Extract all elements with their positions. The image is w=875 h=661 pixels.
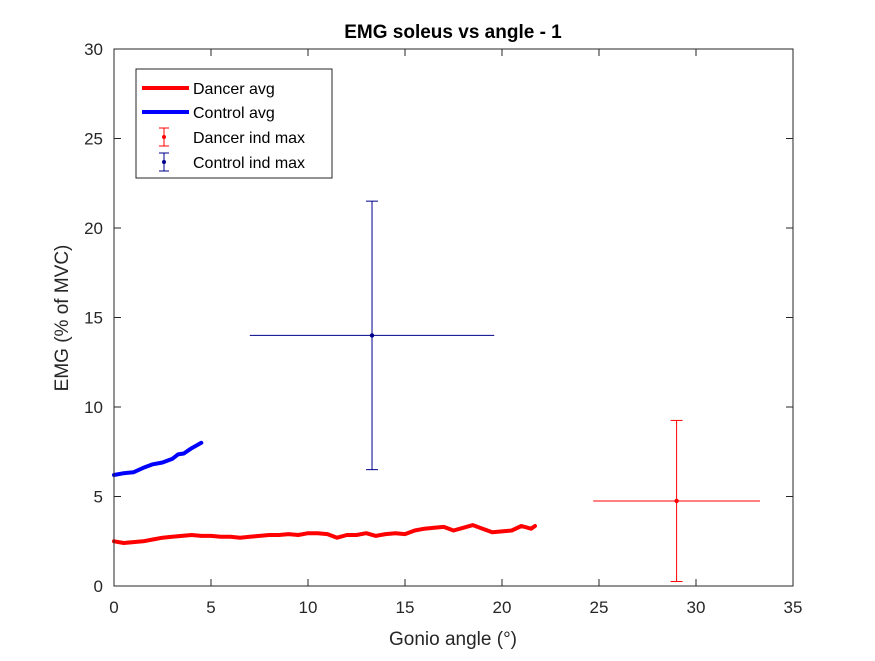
- chart-title: EMG soleus vs angle - 1: [344, 22, 562, 43]
- data-point: [674, 498, 679, 504]
- errorbar-marker: [249, 200, 495, 471]
- y-tick-label: 30: [84, 40, 103, 59]
- x-tick-label: 35: [784, 598, 803, 617]
- legend-label: Control ind max: [193, 155, 305, 172]
- legend-label: Dancer ind max: [193, 130, 305, 147]
- legend-entries: Dancer avg Control avg Dancer ind max Contr…: [142, 81, 305, 172]
- legend-label: Control avg: [193, 105, 275, 122]
- series-line: [112, 523, 537, 545]
- legend-entry: Dancer ind max: [159, 127, 305, 147]
- x-tick-label: 5: [206, 598, 215, 617]
- x-tick-label: 30: [687, 598, 706, 617]
- tick-layer: 0 5 10 15 20 25 30 35 0 5 10 15 20 25 30: [84, 40, 802, 617]
- x-axis-label: Gonio angle (°): [389, 629, 517, 650]
- legend-entry: Control avg: [142, 105, 275, 122]
- y-tick-label: 0: [94, 577, 103, 596]
- x-tick-label: 0: [109, 598, 118, 617]
- errorbar-marker: [593, 419, 761, 583]
- y-tick-label: 25: [84, 130, 103, 149]
- data-layer: [112, 200, 761, 583]
- y-tick-label: 15: [84, 309, 103, 328]
- legend-label: Dancer avg: [193, 81, 275, 98]
- y-tick-label: 10: [84, 398, 103, 417]
- x-tick-label: 20: [493, 598, 512, 617]
- y-tick-label: 5: [94, 488, 103, 507]
- legend-swatch-point: [162, 160, 166, 164]
- legend: Dancer avg Control avg Dancer ind max Contr…: [135, 68, 333, 179]
- y-axis-label: EMG (% of MVC): [52, 245, 73, 392]
- legend-entry: Control ind max: [159, 152, 305, 172]
- x-tick-label: 15: [396, 598, 415, 617]
- x-tick-label: 10: [299, 598, 318, 617]
- y-tick-label: 20: [84, 219, 103, 238]
- series-line: [112, 440, 204, 477]
- data-point: [369, 333, 375, 338]
- legend-entry: Dancer avg: [142, 81, 275, 98]
- x-tick-label: 25: [590, 598, 609, 617]
- legend-swatch-point: [162, 135, 166, 139]
